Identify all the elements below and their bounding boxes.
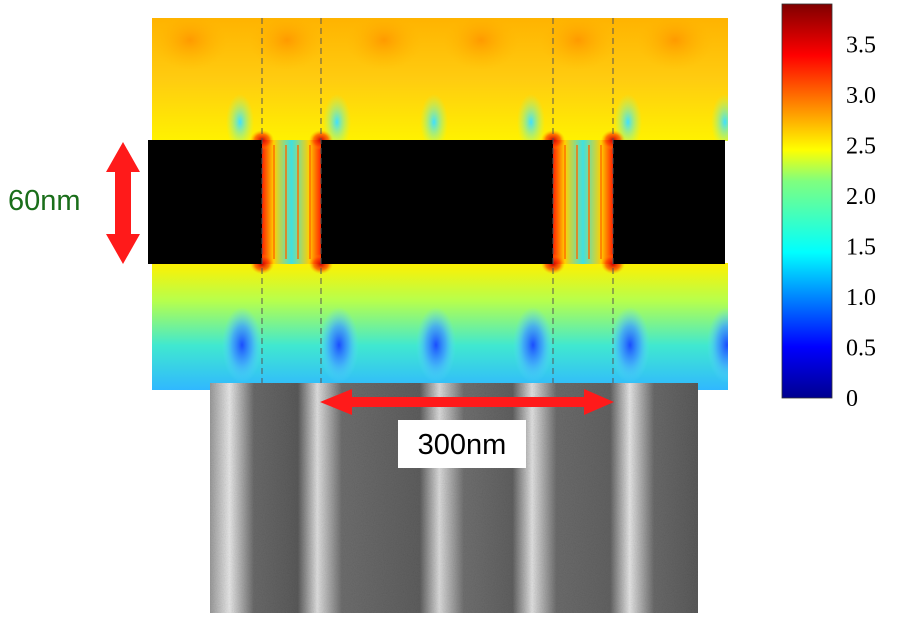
field-map-bottom [152, 263, 728, 390]
colorbar-tick-label: 1.5 [846, 235, 876, 261]
colorbar: 3.5 3.0 2.5 2.0 1.5 1.0 0.5 0 [781, 3, 876, 412]
colorbar-tick-label: 0 [846, 386, 858, 412]
metal-strip-center [321, 140, 553, 264]
colorbar-gradient [781, 3, 833, 399]
guide-lines [261, 18, 614, 390]
metal-strips [148, 140, 725, 264]
colorbar-tick-label: 1.0 [846, 285, 876, 311]
sem-image [210, 383, 698, 613]
metal-strip-left [148, 140, 262, 264]
period-label: 300nm [418, 429, 507, 461]
colorbar-tick-label: 2.5 [846, 133, 876, 159]
thickness-label: 60nm [8, 185, 81, 217]
period-label-box [398, 420, 526, 468]
period-arrow [320, 389, 614, 415]
metal-strip-right [613, 140, 725, 264]
colorbar-tick-label: 2.0 [846, 184, 876, 210]
colorbar-tick-label: 3.0 [846, 83, 876, 109]
thickness-arrow [106, 142, 140, 264]
field-map-top [152, 18, 728, 141]
colorbar-tick-label: 0.5 [846, 336, 876, 362]
colorbar-tick-label: 3.5 [846, 32, 876, 58]
